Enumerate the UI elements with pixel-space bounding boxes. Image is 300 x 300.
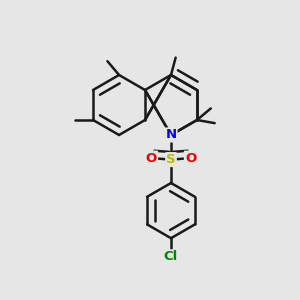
Text: O: O — [185, 152, 196, 165]
Text: O: O — [146, 152, 157, 165]
Text: Cl: Cl — [164, 250, 178, 263]
Text: N: N — [165, 128, 177, 142]
Text: S: S — [166, 153, 176, 166]
